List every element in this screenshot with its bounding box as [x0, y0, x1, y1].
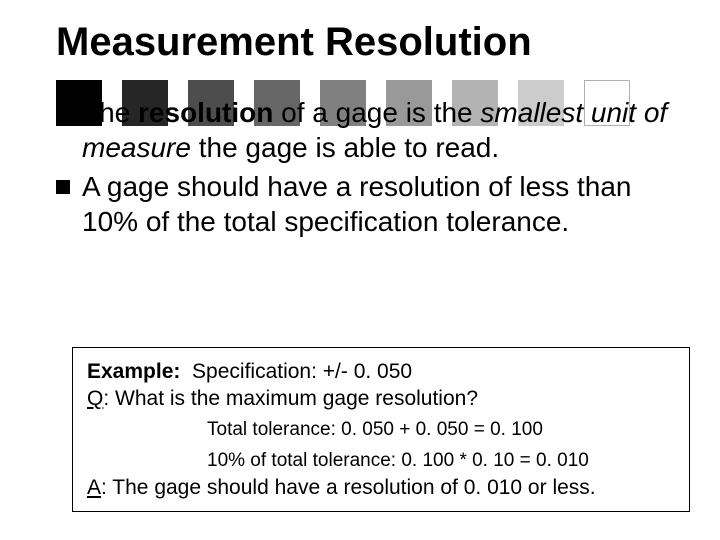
- text-bold: resolution: [138, 97, 273, 128]
- example-spec-line: Example: Specification: +/- 0. 050: [87, 358, 675, 385]
- text-span: the gage is able to read.: [191, 132, 499, 163]
- q-label: Q: [87, 387, 103, 410]
- a-text: : The gage should have a resolution of 0…: [101, 476, 596, 499]
- slide-title: Measurement Resolution: [56, 20, 680, 65]
- slide: Measurement Resolution The resolution of…: [0, 0, 720, 540]
- bullet-marker-icon: [56, 106, 70, 120]
- bullet-item: The resolution of a gage is the smallest…: [56, 95, 680, 165]
- text-span: of a gage is the: [273, 97, 480, 128]
- bullet-item: A gage should have a resolution of less …: [56, 169, 680, 239]
- example-calc-2: 10% of total tolerance: 0. 100 * 0. 10 =…: [87, 449, 675, 474]
- bullet-text: The resolution of a gage is the smallest…: [82, 95, 680, 165]
- example-question: Q: What is the maximum gage resolution?: [87, 385, 675, 412]
- q-text: : What is the maximum gage resolution?: [103, 387, 478, 410]
- example-label: Example:: [87, 360, 180, 383]
- example-calc-1: Total tolerance: 0. 050 + 0. 050 = 0. 10…: [87, 418, 675, 443]
- text-span: The: [82, 97, 138, 128]
- bullet-list: The resolution of a gage is the smallest…: [56, 95, 680, 239]
- example-box: Example: Specification: +/- 0. 050 Q: Wh…: [72, 347, 690, 512]
- example-spec: Specification: +/- 0. 050: [180, 360, 412, 383]
- a-label: A: [87, 476, 101, 499]
- bullet-text: A gage should have a resolution of less …: [82, 169, 680, 239]
- bullet-marker-icon: [56, 180, 70, 194]
- example-answer: A: The gage should have a resolution of …: [87, 474, 675, 501]
